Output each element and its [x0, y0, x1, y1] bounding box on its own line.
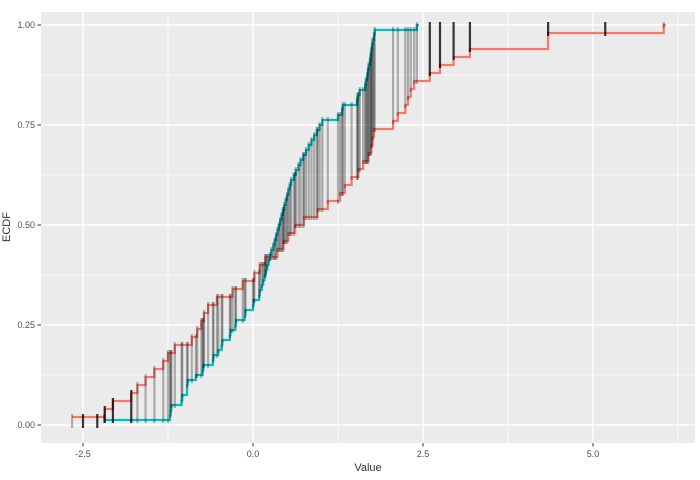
- y-tick-label: 0.00: [17, 420, 35, 430]
- x-axis-title: Value: [354, 462, 381, 474]
- difference-segments: [71, 22, 665, 428]
- sample2-ecdf-curve: [104, 23, 419, 422]
- ecdf-curves: [72, 23, 666, 422]
- y-tick-label: 0.50: [17, 220, 35, 230]
- axis-tick-labels: -2.5 0.0 2.5 5.0 0.00 0.25 0.50 0.75 1.00: [17, 20, 599, 459]
- y-axis-title: ECDF: [1, 212, 13, 242]
- y-tick-label: 0.25: [17, 320, 35, 330]
- axis-tick-marks: [37, 24, 594, 447]
- x-tick-label: 5.0: [587, 449, 600, 459]
- x-tick-label: 0.0: [247, 449, 260, 459]
- y-tick-label: 1.00: [17, 20, 35, 30]
- sample1-ecdf-curve: [72, 23, 666, 419]
- y-tick-label: 0.75: [17, 120, 35, 130]
- minor-gridlines: [41, 12, 695, 443]
- plot-panel: [41, 12, 695, 443]
- x-tick-label: -2.5: [75, 449, 91, 459]
- major-gridlines: [41, 12, 695, 443]
- x-tick-label: 2.5: [417, 449, 430, 459]
